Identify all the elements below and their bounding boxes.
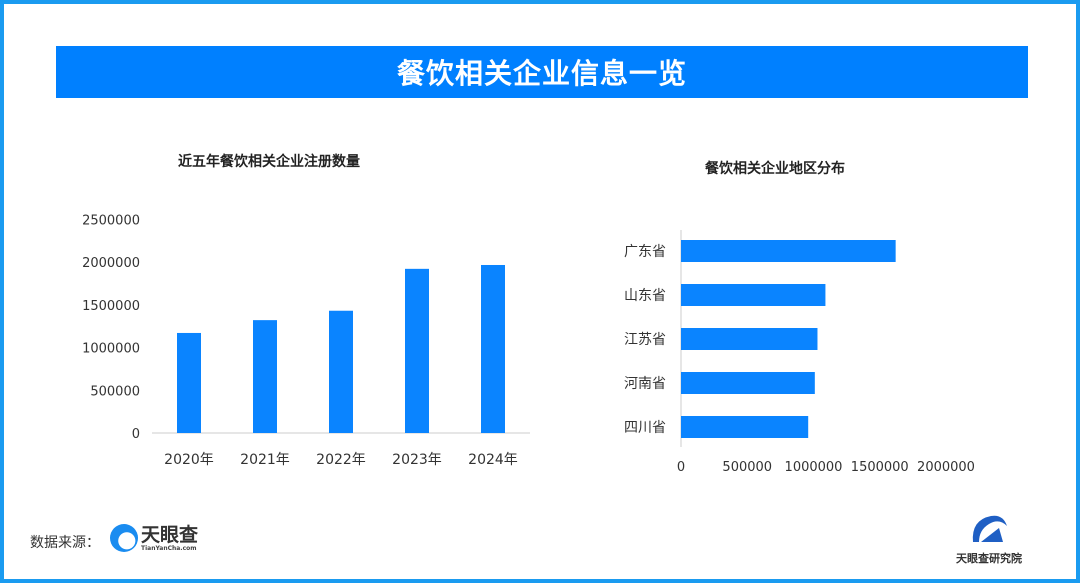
bar-2021年	[253, 320, 277, 433]
page-title: 餐饮相关企业信息一览	[56, 46, 1028, 98]
bar-2020年	[177, 332, 201, 433]
x-tick-label: 2024年	[468, 452, 518, 468]
bar-2023年	[405, 268, 429, 433]
hbar-山东省	[681, 284, 826, 306]
y-tick-label: 500000	[90, 384, 140, 399]
hbar-chart-title: 餐饮相关企业地区分布	[705, 161, 845, 177]
x-tick-label: 1500000	[851, 460, 909, 475]
y-tick-label: 1500000	[82, 299, 140, 314]
y-tick-label: 0	[132, 427, 140, 442]
category-label: 广东省	[624, 244, 666, 260]
x-tick-label: 2021年	[240, 452, 290, 468]
x-tick-label: 2023年	[392, 452, 442, 468]
x-tick-label: 2000000	[917, 460, 975, 475]
x-tick-label: 1000000	[785, 460, 843, 475]
tianyancha-logo-icon	[110, 524, 138, 552]
tianyancha-logo: 天眼查 TianYanCha.com	[110, 524, 198, 552]
x-tick-label: 2020年	[164, 452, 214, 468]
bar-2022年	[329, 310, 353, 433]
y-tick-label: 2000000	[82, 256, 140, 271]
category-label: 河南省	[624, 376, 666, 392]
x-tick-label: 2022年	[316, 452, 366, 468]
institute-logo-icon	[972, 515, 1007, 542]
bar-chart-title: 近五年餐饮相关企业注册数量	[178, 154, 360, 170]
hbar-河南省	[681, 372, 815, 394]
x-tick-label: 500000	[722, 460, 772, 475]
category-label: 四川省	[624, 420, 666, 436]
category-label: 山东省	[624, 288, 666, 304]
hbar-四川省	[681, 416, 809, 438]
y-tick-label: 2500000	[82, 213, 140, 228]
hbar-江苏省	[681, 328, 818, 350]
institute-logo: 天眼查研究院	[956, 512, 1022, 566]
x-tick-label: 0	[677, 460, 685, 475]
y-tick-label: 1000000	[82, 342, 140, 357]
hbar-广东省	[681, 240, 896, 262]
bar-2024年	[481, 264, 505, 433]
source-label: 数据来源：	[30, 535, 100, 551]
category-label: 江苏省	[624, 332, 666, 348]
